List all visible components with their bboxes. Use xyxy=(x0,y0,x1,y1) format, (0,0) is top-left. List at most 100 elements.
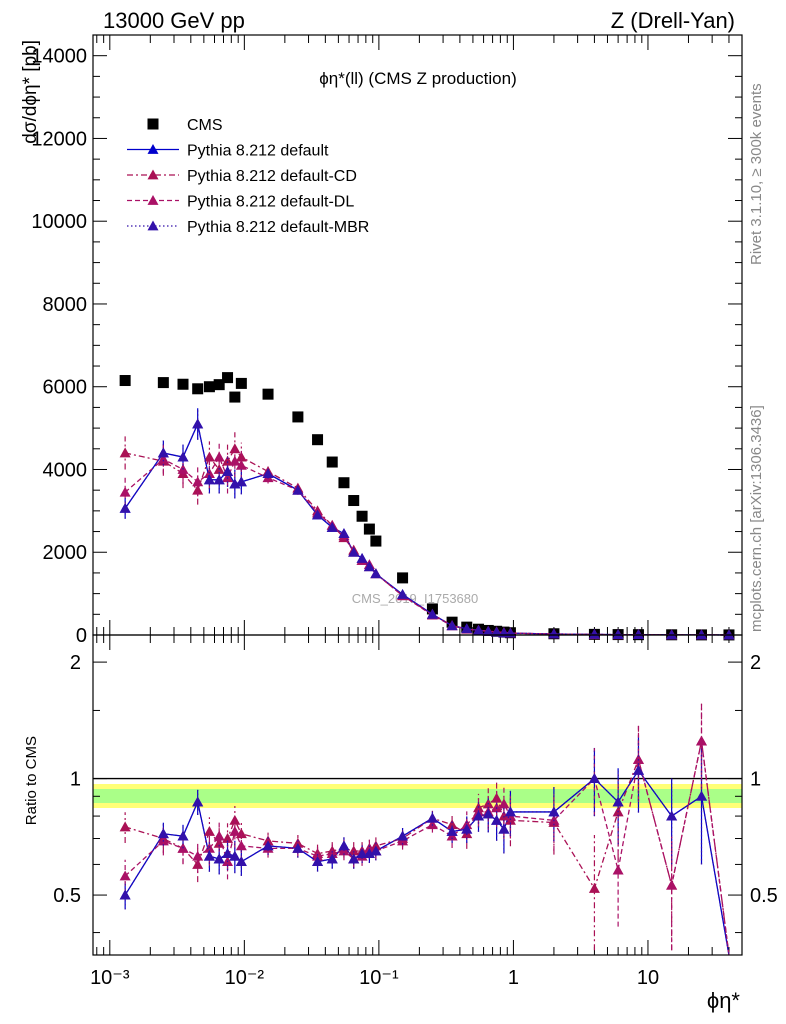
ratio-marker xyxy=(326,853,338,864)
ratio-marker xyxy=(312,856,324,867)
series-marker xyxy=(292,484,304,495)
ratio-marker xyxy=(632,764,644,775)
legend-label: CMS xyxy=(187,117,223,134)
legend-label: Pythia 8.212 default-DL xyxy=(187,194,354,211)
main-ytick-label: 8000 xyxy=(43,294,88,316)
ratio-marker xyxy=(235,856,247,867)
cms-data-point xyxy=(192,383,204,395)
ratio-marker xyxy=(292,842,304,853)
ratio-series-line xyxy=(124,740,730,956)
ratio-marker xyxy=(491,792,503,803)
main-ytick-label: 14000 xyxy=(31,46,87,68)
ratio-marker xyxy=(235,840,247,851)
legend-label: Pythia 8.212 default-MBR xyxy=(187,219,369,236)
series-marker xyxy=(426,608,438,619)
x-axis-label: ϕη* xyxy=(707,988,741,1013)
legend-label: Pythia 8.212 default-CD xyxy=(187,168,357,185)
cms-data-point xyxy=(292,411,304,423)
ratio-marker xyxy=(612,796,624,807)
ratio-marker xyxy=(397,830,409,841)
ratio-marker xyxy=(632,754,644,764)
ratio-marker xyxy=(119,889,131,900)
series-marker xyxy=(222,466,234,476)
cms-data-point xyxy=(213,379,225,391)
ratio-marker xyxy=(446,825,458,836)
ratio-marker xyxy=(203,850,215,861)
ratio-marker xyxy=(262,840,274,851)
series-marker xyxy=(157,453,169,464)
cms-data-point xyxy=(348,495,360,507)
main-ytick-label: 2000 xyxy=(43,542,88,564)
cms-data-point xyxy=(222,372,234,384)
ratio-ytick-label: 1 xyxy=(70,769,81,791)
series-marker xyxy=(192,418,204,429)
series-marker xyxy=(588,628,600,639)
x-tick-label: 10⁻³ xyxy=(90,967,130,989)
header-left: 13000 GeV pp xyxy=(103,8,245,33)
ratio-ytick-label-right: 1 xyxy=(750,769,761,791)
ratio-marker xyxy=(666,810,678,821)
ratio-marker xyxy=(312,850,324,861)
ratio-marker xyxy=(119,870,131,881)
series-marker xyxy=(177,451,189,462)
ratio-marker xyxy=(498,823,510,834)
legend-marker xyxy=(147,118,159,130)
cms-data-point xyxy=(338,477,350,489)
series-marker xyxy=(397,588,409,599)
ratio-series-line xyxy=(124,740,730,956)
main-ytick-label: 4000 xyxy=(43,459,88,481)
ratio-marker xyxy=(446,819,458,830)
ratio-marker xyxy=(356,848,368,858)
ratio-marker xyxy=(548,806,560,817)
series-marker xyxy=(370,568,382,579)
data-series xyxy=(93,372,742,956)
cms-data-point xyxy=(235,377,247,389)
ratio-marker xyxy=(426,812,438,823)
series-marker xyxy=(235,451,247,462)
x-tick-label: 1 xyxy=(508,967,519,989)
cms-data-point xyxy=(177,378,189,390)
series-marker xyxy=(235,459,247,470)
series-marker xyxy=(222,455,234,466)
rivet-label: Rivet 3.1.10, ≥ 300k events xyxy=(748,83,765,265)
cms-data-point xyxy=(326,456,338,468)
series-marker xyxy=(548,628,560,639)
series-marker xyxy=(472,624,484,635)
series-marker xyxy=(222,472,234,483)
series-marker xyxy=(612,629,624,640)
ratio-marker xyxy=(222,848,234,858)
legend-label: Pythia 8.212 default xyxy=(187,143,329,160)
series-marker xyxy=(213,474,225,485)
ratio-marker xyxy=(370,845,382,856)
ratio-marker xyxy=(229,825,241,836)
ratio-marker xyxy=(363,848,375,858)
legend-marker xyxy=(147,169,159,180)
ratio-marker xyxy=(498,798,510,809)
ratio-marker xyxy=(666,879,678,890)
cms-data-point xyxy=(312,434,324,446)
ratio-marker xyxy=(192,850,204,861)
ratio-marker xyxy=(491,814,503,825)
cms-data-point xyxy=(363,523,375,535)
ratio-marker xyxy=(177,830,189,841)
series-marker xyxy=(348,546,360,557)
ratio-series-line xyxy=(124,769,730,956)
series-marker xyxy=(326,521,338,532)
ratio-marker xyxy=(504,806,516,817)
legend-marker xyxy=(147,195,159,205)
ratio-marker xyxy=(370,840,382,851)
axis-ticks: 0 2000 4000 6000 8000 10000 12000 14000 10⁻³ 10⁻²… xyxy=(31,35,778,989)
header-right: Z (Drell-Yan) xyxy=(611,8,735,33)
ratio-marker xyxy=(157,828,169,839)
ratio-marker xyxy=(229,850,241,861)
main-ytick-label: 12000 xyxy=(31,128,87,150)
ratio-marker xyxy=(461,823,473,834)
ratio-ylabel: Ratio to CMS xyxy=(23,736,40,825)
series-marker xyxy=(192,476,204,487)
ratio-marker xyxy=(695,735,707,746)
x-tick-label: 10⁻¹ xyxy=(359,967,399,989)
ratio-marker xyxy=(203,825,215,836)
series-marker xyxy=(312,509,324,520)
x-tick-label: 10⁻² xyxy=(225,967,265,989)
series-marker xyxy=(229,455,241,466)
